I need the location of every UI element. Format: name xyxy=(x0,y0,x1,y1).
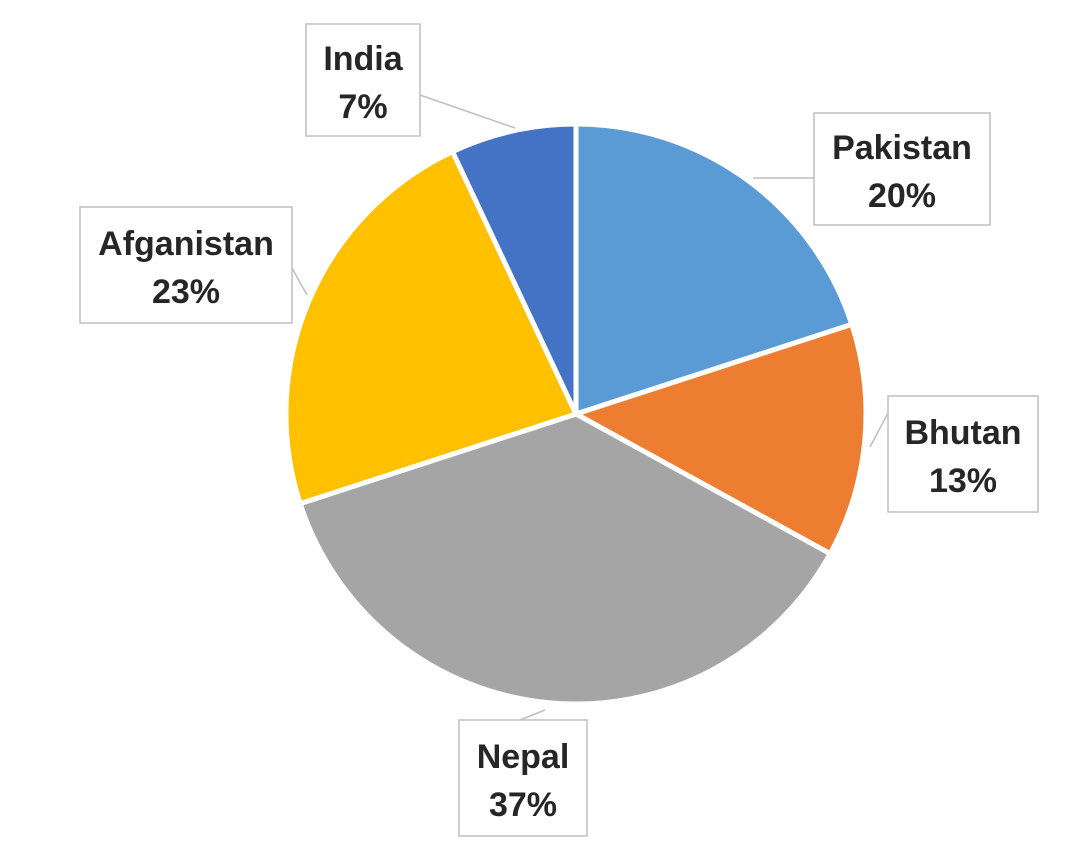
pie-slice-afganistan xyxy=(283,149,579,507)
label-box xyxy=(79,206,293,324)
label-percent: 20% xyxy=(868,177,936,215)
label-percent: 37% xyxy=(489,786,557,824)
label-category: Nepal xyxy=(477,738,570,776)
data-labels: Pakistan 20% Bhutan 13% Nepal 37% Afganistan 23… xyxy=(79,23,1039,837)
pie-slice-nepal xyxy=(297,411,833,707)
data-label-pakistan: Pakistan 20% xyxy=(813,112,991,226)
label-box xyxy=(887,395,1039,513)
label-category: Pakistan xyxy=(832,129,972,167)
leader-line-india xyxy=(419,94,516,129)
pie-slices xyxy=(283,121,869,707)
label-percent: 13% xyxy=(929,462,997,500)
label-category: India xyxy=(323,40,403,78)
pie-slice-pakistan xyxy=(573,121,855,417)
label-box xyxy=(813,112,991,226)
data-label-afganistan: Afganistan 23% xyxy=(79,206,293,324)
label-category: Afganistan xyxy=(98,225,274,263)
label-box xyxy=(458,719,588,837)
leader-line-afganistan xyxy=(291,267,308,296)
leader-lines xyxy=(291,94,889,721)
label-percent: 23% xyxy=(152,273,220,311)
data-label-bhutan: Bhutan 13% xyxy=(887,395,1039,513)
pie-slice-india xyxy=(450,121,579,417)
label-category: Bhutan xyxy=(904,414,1021,452)
data-label-nepal: Nepal 37% xyxy=(458,719,588,837)
leader-line-bhutan xyxy=(869,412,889,448)
label-box xyxy=(305,23,421,137)
leader-line-nepal xyxy=(519,709,546,721)
data-label-india: India 7% xyxy=(305,23,421,137)
label-percent: 7% xyxy=(338,88,387,126)
pie-slice-bhutan xyxy=(573,321,869,557)
